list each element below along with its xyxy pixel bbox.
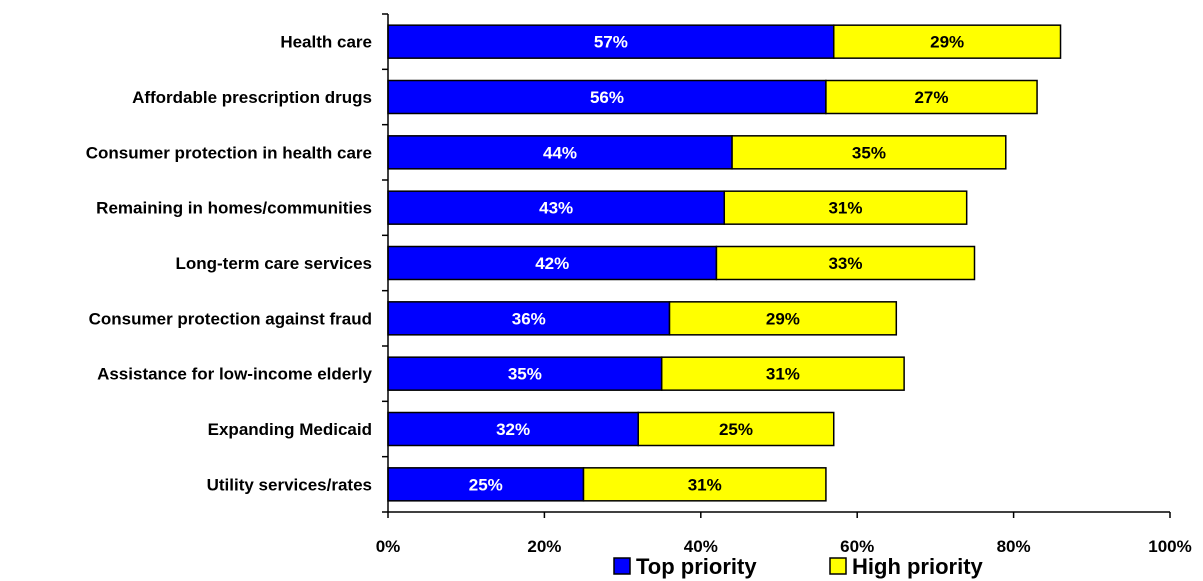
category-label-assistance-for-low-income-elderly: Assistance for low-income elderly — [97, 365, 372, 384]
category-label-health-care: Health care — [280, 33, 372, 52]
data-label-high-priority-consumer-protection-against-fraud: 29% — [766, 309, 800, 328]
bar-high-priority-consumer-protection-against-fraud — [668, 301, 898, 336]
x-tick-label-100: 100% — [1148, 537, 1191, 556]
legend-swatch-top-priority — [613, 557, 631, 575]
data-label-high-priority-remaining-in-homes-communities: 31% — [828, 199, 862, 218]
data-label-top-priority-consumer-protection-in-health-care: 44% — [543, 143, 577, 162]
data-label-high-priority-utility-services-rates: 31% — [688, 475, 722, 494]
legend-label-top-priority: Top priority — [636, 554, 757, 579]
data-label-high-priority-health-care: 29% — [930, 33, 964, 52]
bar-high-priority-long-term-care-services — [715, 245, 976, 281]
x-tick-label-20: 20% — [527, 537, 561, 556]
data-label-high-priority-long-term-care-services: 33% — [828, 254, 862, 273]
bar-high-priority-utility-services-rates — [582, 467, 827, 502]
x-tick-label-80: 80% — [997, 537, 1031, 556]
category-label-utility-services-rates: Utility services/rates — [207, 475, 372, 494]
data-label-top-priority-health-care: 57% — [594, 33, 628, 52]
category-label-consumer-protection-in-health-care: Consumer protection in health care — [86, 143, 372, 162]
category-label-expanding-medicaid: Expanding Medicaid — [208, 420, 372, 439]
bar-high-priority-remaining-in-homes-communities — [723, 190, 968, 225]
bars-layer: 57% 29% 56% 27% 44% 35% 43% 31% 42% 33% 36% 29% 35% 3… — [387, 24, 1062, 502]
bar-high-priority-consumer-protection-in-health-care — [731, 135, 1007, 170]
bar-high-priority-expanding-medicaid — [637, 411, 835, 447]
bar-top-priority-remaining-in-homes-communities — [387, 190, 726, 225]
legend-label-high-priority: High priority — [852, 554, 984, 579]
data-label-high-priority-affordable-prescription-drugs: 27% — [914, 88, 948, 107]
data-label-top-priority-utility-services-rates: 25% — [469, 475, 503, 494]
bar-top-priority-assistance-for-low-income-elderly — [387, 356, 663, 391]
x-tick-labels: 0% 20% 40% 60% 80% 100% — [376, 537, 1192, 556]
data-label-top-priority-affordable-prescription-drugs: 56% — [590, 88, 624, 107]
data-label-top-priority-long-term-care-services: 42% — [535, 254, 569, 273]
data-label-top-priority-consumer-protection-against-fraud: 36% — [512, 309, 546, 328]
data-label-high-priority-consumer-protection-in-health-care: 35% — [852, 143, 886, 162]
data-label-top-priority-expanding-medicaid: 32% — [496, 420, 530, 439]
bar-high-priority-affordable-prescription-drugs — [825, 79, 1038, 115]
x-tick-label-60: 60% — [840, 537, 874, 556]
x-tick-label-0: 0% — [376, 537, 401, 556]
legend: Top priority High priority — [613, 554, 984, 579]
bar-top-priority-consumer-protection-in-health-care — [387, 135, 733, 170]
category-label-consumer-protection-against-fraud: Consumer protection against fraud — [89, 309, 372, 328]
axes-layer — [382, 13, 1171, 518]
category-label-long-term-care-services: Long-term care services — [175, 254, 372, 273]
data-label-high-priority-expanding-medicaid: 25% — [719, 420, 753, 439]
data-label-high-priority-assistance-for-low-income-elderly: 31% — [766, 365, 800, 384]
bar-high-priority-assistance-for-low-income-elderly — [660, 356, 905, 391]
bar-high-priority-health-care — [832, 24, 1062, 59]
category-label-remaining-in-homes-communities: Remaining in homes/communities — [96, 199, 372, 218]
data-label-top-priority-assistance-for-low-income-elderly: 35% — [508, 365, 542, 384]
category-labels: Health care Affordable prescription drugs… — [86, 33, 373, 495]
legend-swatch-high-priority — [829, 557, 847, 575]
category-label-affordable-prescription-drugs: Affordable prescription drugs — [132, 88, 372, 107]
x-tick-label-40: 40% — [684, 537, 718, 556]
data-label-top-priority-remaining-in-homes-communities: 43% — [539, 199, 573, 218]
bar-top-priority-affordable-prescription-drugs — [387, 79, 827, 115]
